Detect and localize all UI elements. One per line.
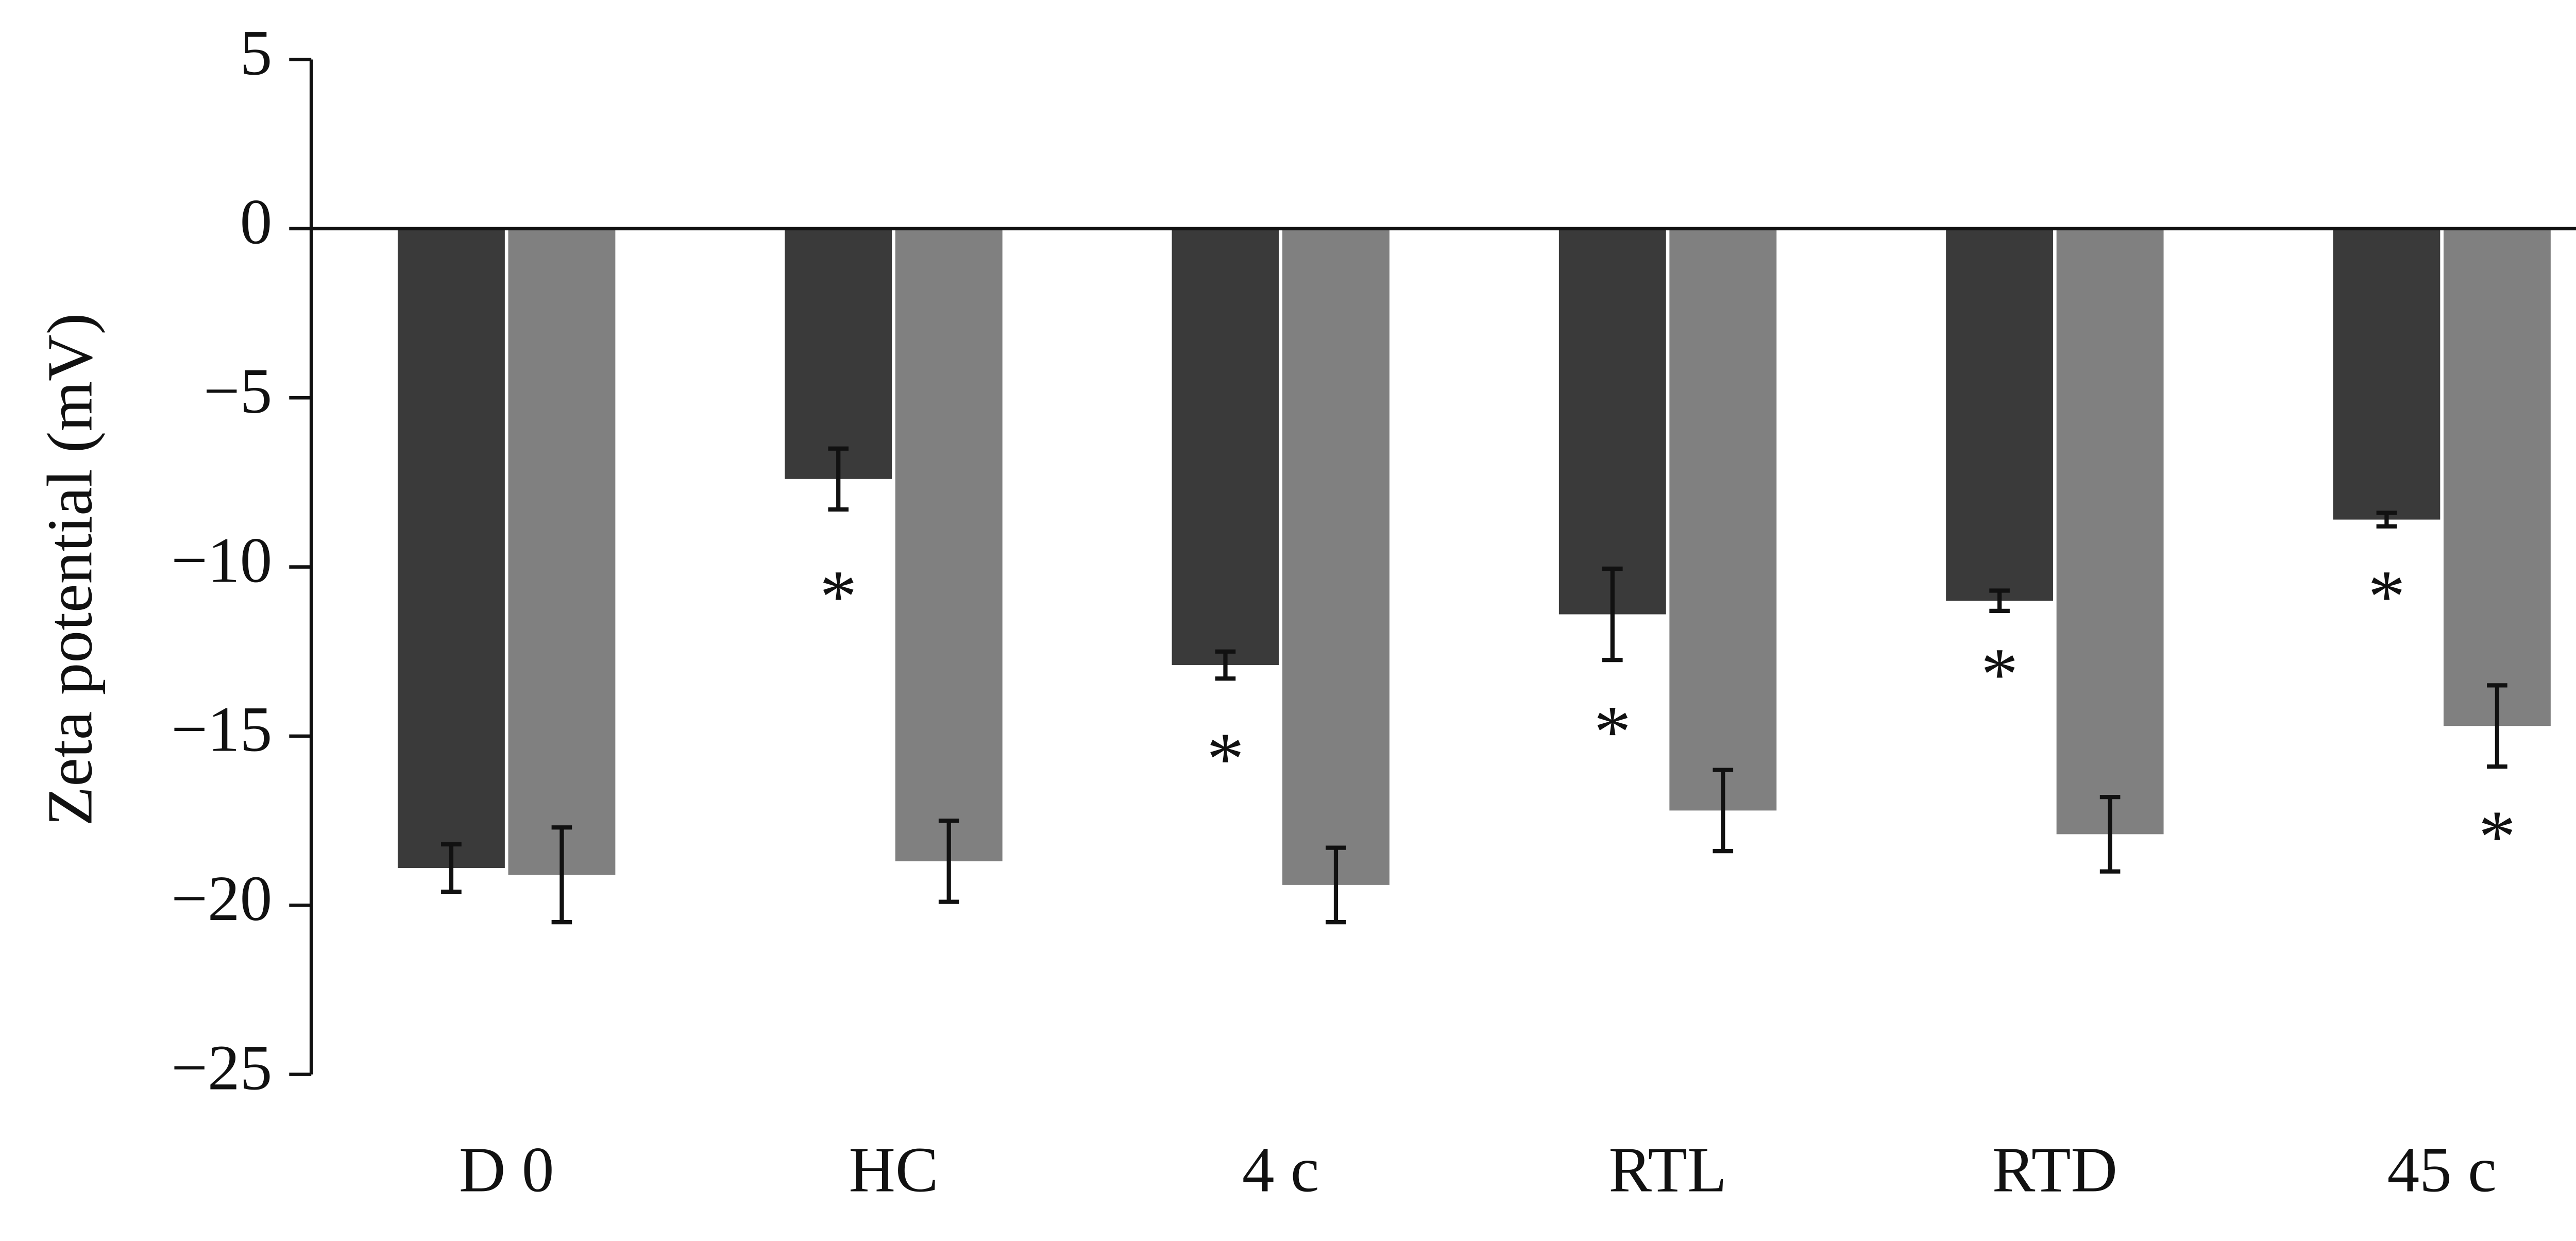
error-bar [1602, 566, 1623, 662]
bar [1669, 228, 1777, 811]
x-tick-label: RTD [1992, 1134, 2117, 1205]
bar [2056, 228, 2164, 835]
x-tick-label: HC [849, 1134, 938, 1205]
error-bar [1989, 588, 2010, 614]
annotation: * [1594, 691, 1632, 773]
annotation: * [1207, 718, 1244, 801]
error-bar [2099, 794, 2121, 874]
annotation: * [1981, 633, 2019, 716]
bar [1558, 228, 1666, 615]
y-tick-label: −5 [204, 355, 272, 427]
bar [895, 228, 1003, 861]
error-bar [551, 825, 572, 925]
bar [785, 228, 892, 479]
error-bar [828, 446, 849, 512]
y-tick-label: −20 [171, 863, 272, 934]
error-bar [1215, 649, 1236, 681]
error-bar [441, 842, 462, 894]
x-tick-label: 4 c [1242, 1134, 1319, 1205]
y-tick-label: 0 [240, 186, 273, 258]
x-tick-label: 45 c [2387, 1134, 2496, 1205]
x-tick-label: RTL [1608, 1134, 1726, 1205]
y-tick-label: 5 [240, 17, 273, 89]
bar [397, 228, 505, 869]
error-bar [2376, 511, 2397, 529]
y-tick-label: −10 [171, 524, 272, 596]
error-bar [1713, 768, 1734, 854]
y-tick-label: −25 [171, 1032, 272, 1103]
bar [2443, 228, 2551, 726]
bar [1946, 228, 2054, 601]
annotation: * [2479, 796, 2516, 878]
y-tick-label: −15 [171, 694, 272, 766]
annotation: * [2368, 555, 2405, 638]
x-tick-label: D 0 [459, 1134, 554, 1205]
error-bar [938, 818, 959, 904]
error-bar [1326, 845, 1346, 925]
y-axis-title: Zeta potential (mV) [35, 313, 106, 826]
bar [508, 228, 616, 875]
error-bar [2487, 683, 2507, 769]
bar [1282, 228, 1389, 885]
bar [2333, 228, 2441, 520]
bar [1172, 228, 1279, 665]
annotation: * [820, 555, 857, 638]
